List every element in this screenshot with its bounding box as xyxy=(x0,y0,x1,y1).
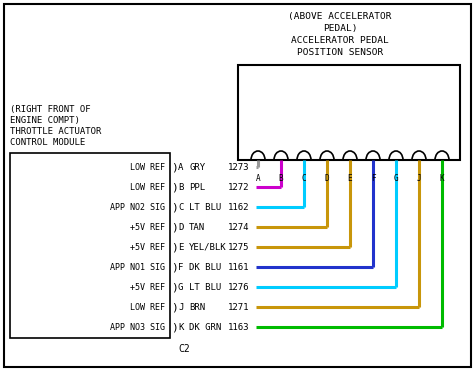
Text: K: K xyxy=(178,322,183,332)
Text: ENGINE COMPT): ENGINE COMPT) xyxy=(10,116,80,125)
Text: G: G xyxy=(394,174,399,183)
Text: (RIGHT FRONT OF: (RIGHT FRONT OF xyxy=(10,105,91,114)
Text: 1272: 1272 xyxy=(228,183,249,191)
Text: APP NO2 SIG: APP NO2 SIG xyxy=(110,203,165,211)
Text: TAN: TAN xyxy=(189,223,205,232)
Text: K: K xyxy=(440,174,444,183)
Text: PPL: PPL xyxy=(189,183,205,191)
Text: ): ) xyxy=(171,182,178,192)
Text: DK BLU: DK BLU xyxy=(189,263,221,272)
Text: +5V REF: +5V REF xyxy=(130,282,165,292)
Text: (ABOVE ACCELERATOR: (ABOVE ACCELERATOR xyxy=(288,12,392,21)
Text: ): ) xyxy=(171,262,178,272)
Text: E: E xyxy=(178,243,183,252)
Text: ): ) xyxy=(171,162,178,172)
Text: APP NO1 SIG: APP NO1 SIG xyxy=(110,263,165,272)
Text: BRN: BRN xyxy=(189,302,205,312)
Text: +5V REF: +5V REF xyxy=(130,243,165,252)
Text: LOW REF: LOW REF xyxy=(130,302,165,312)
Text: C: C xyxy=(178,203,183,211)
Bar xyxy=(10,153,170,338)
Text: ): ) xyxy=(171,202,178,212)
Text: THROTTLE ACTUATOR: THROTTLE ACTUATOR xyxy=(10,127,101,136)
Text: D: D xyxy=(178,223,183,232)
Text: 1161: 1161 xyxy=(228,263,249,272)
Text: CONTROL MODULE: CONTROL MODULE xyxy=(10,138,85,147)
Text: 1163: 1163 xyxy=(228,322,249,332)
Text: GRY: GRY xyxy=(189,162,205,171)
Text: LT BLU: LT BLU xyxy=(189,203,221,211)
Text: A: A xyxy=(256,174,260,183)
Text: ): ) xyxy=(171,282,178,292)
Text: E: E xyxy=(348,174,352,183)
Text: 1275: 1275 xyxy=(228,243,249,252)
Text: G: G xyxy=(178,282,183,292)
Text: LOW REF: LOW REF xyxy=(130,162,165,171)
Text: B: B xyxy=(279,174,283,183)
Text: 1271: 1271 xyxy=(228,302,249,312)
Text: DK GRN: DK GRN xyxy=(189,322,221,332)
Text: LT BLU: LT BLU xyxy=(189,282,221,292)
Bar xyxy=(238,65,460,160)
Text: ): ) xyxy=(171,222,178,232)
Text: F: F xyxy=(178,263,183,272)
Text: +5V REF: +5V REF xyxy=(130,223,165,232)
Text: ): ) xyxy=(171,242,178,252)
Text: POSITION SENSOR: POSITION SENSOR xyxy=(297,48,383,57)
Text: 1273: 1273 xyxy=(228,162,249,171)
Text: LOW REF: LOW REF xyxy=(130,183,165,191)
Text: 1274: 1274 xyxy=(228,223,249,232)
Text: F: F xyxy=(370,174,375,183)
Text: ): ) xyxy=(171,302,178,312)
Text: D: D xyxy=(325,174,329,183)
Text: 1162: 1162 xyxy=(228,203,249,211)
Text: A: A xyxy=(178,162,183,171)
Text: J: J xyxy=(178,302,183,312)
Text: APP NO3 SIG: APP NO3 SIG xyxy=(110,322,165,332)
Text: J: J xyxy=(417,174,421,183)
Text: PEDAL): PEDAL) xyxy=(323,24,357,33)
Text: ): ) xyxy=(171,322,178,332)
Text: ACCELERATOR PEDAL: ACCELERATOR PEDAL xyxy=(291,36,389,45)
Text: B: B xyxy=(178,183,183,191)
Text: C: C xyxy=(302,174,306,183)
Text: 1276: 1276 xyxy=(228,282,249,292)
Text: YEL/BLK: YEL/BLK xyxy=(189,243,227,252)
Text: C2: C2 xyxy=(178,344,190,354)
